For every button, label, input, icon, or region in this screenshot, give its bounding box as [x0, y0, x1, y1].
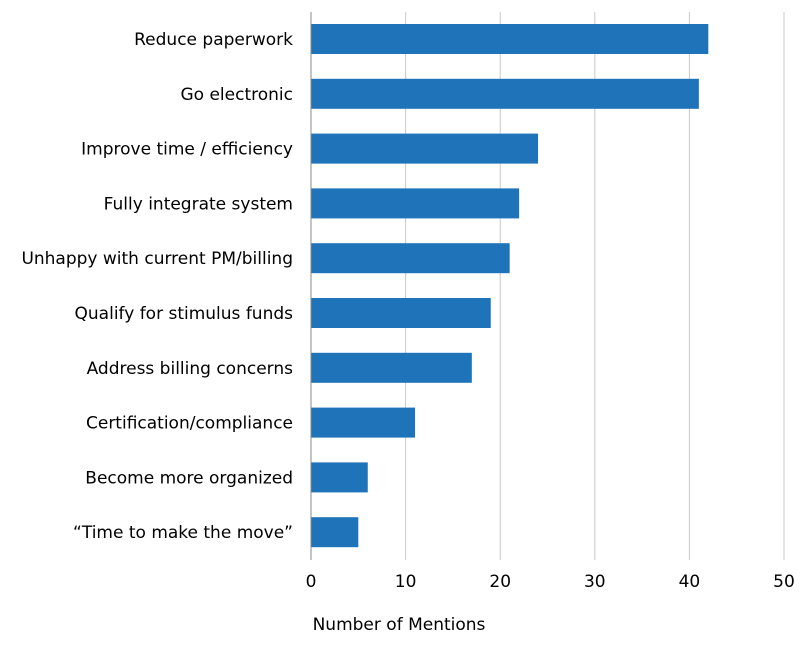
bar — [311, 352, 472, 383]
category-label: Improve time / efficiency — [81, 140, 293, 160]
bar — [311, 78, 699, 109]
bar — [311, 462, 368, 493]
bar — [311, 298, 491, 328]
bar — [311, 188, 520, 219]
bar — [311, 133, 539, 164]
category-label: Certification/compliance — [86, 414, 293, 434]
x-tick-label: 50 — [773, 572, 795, 592]
category-label: Go electronic — [181, 85, 294, 105]
category-label: Address billing concerns — [87, 359, 294, 379]
category-label: Qualify for stimulus funds — [75, 304, 294, 324]
category-label: “Time to make the move” — [73, 523, 293, 543]
x-tick-label: 10 — [395, 572, 417, 592]
x-tick-labels: 0 10 20 30 40 50 — [306, 572, 795, 592]
category-label: Reduce paperwork — [134, 30, 293, 50]
bar — [311, 517, 359, 548]
x-tick-label: 30 — [584, 572, 606, 592]
x-tick-label: 40 — [679, 572, 701, 592]
category-label: Unhappy with current PM/billing — [21, 249, 293, 269]
bar — [311, 243, 510, 274]
x-tick-label: 0 — [306, 572, 317, 592]
bar — [311, 407, 416, 438]
x-axis-title: Number of Mentions — [313, 615, 486, 635]
category-label: Become more organized — [85, 468, 293, 488]
bar — [311, 24, 709, 54]
bars — [311, 24, 709, 548]
category-labels: Reduce paperwork Go electronic Improve tim… — [21, 30, 293, 543]
x-tick-label: 20 — [489, 572, 511, 592]
category-label: Fully integrate system — [104, 194, 293, 214]
